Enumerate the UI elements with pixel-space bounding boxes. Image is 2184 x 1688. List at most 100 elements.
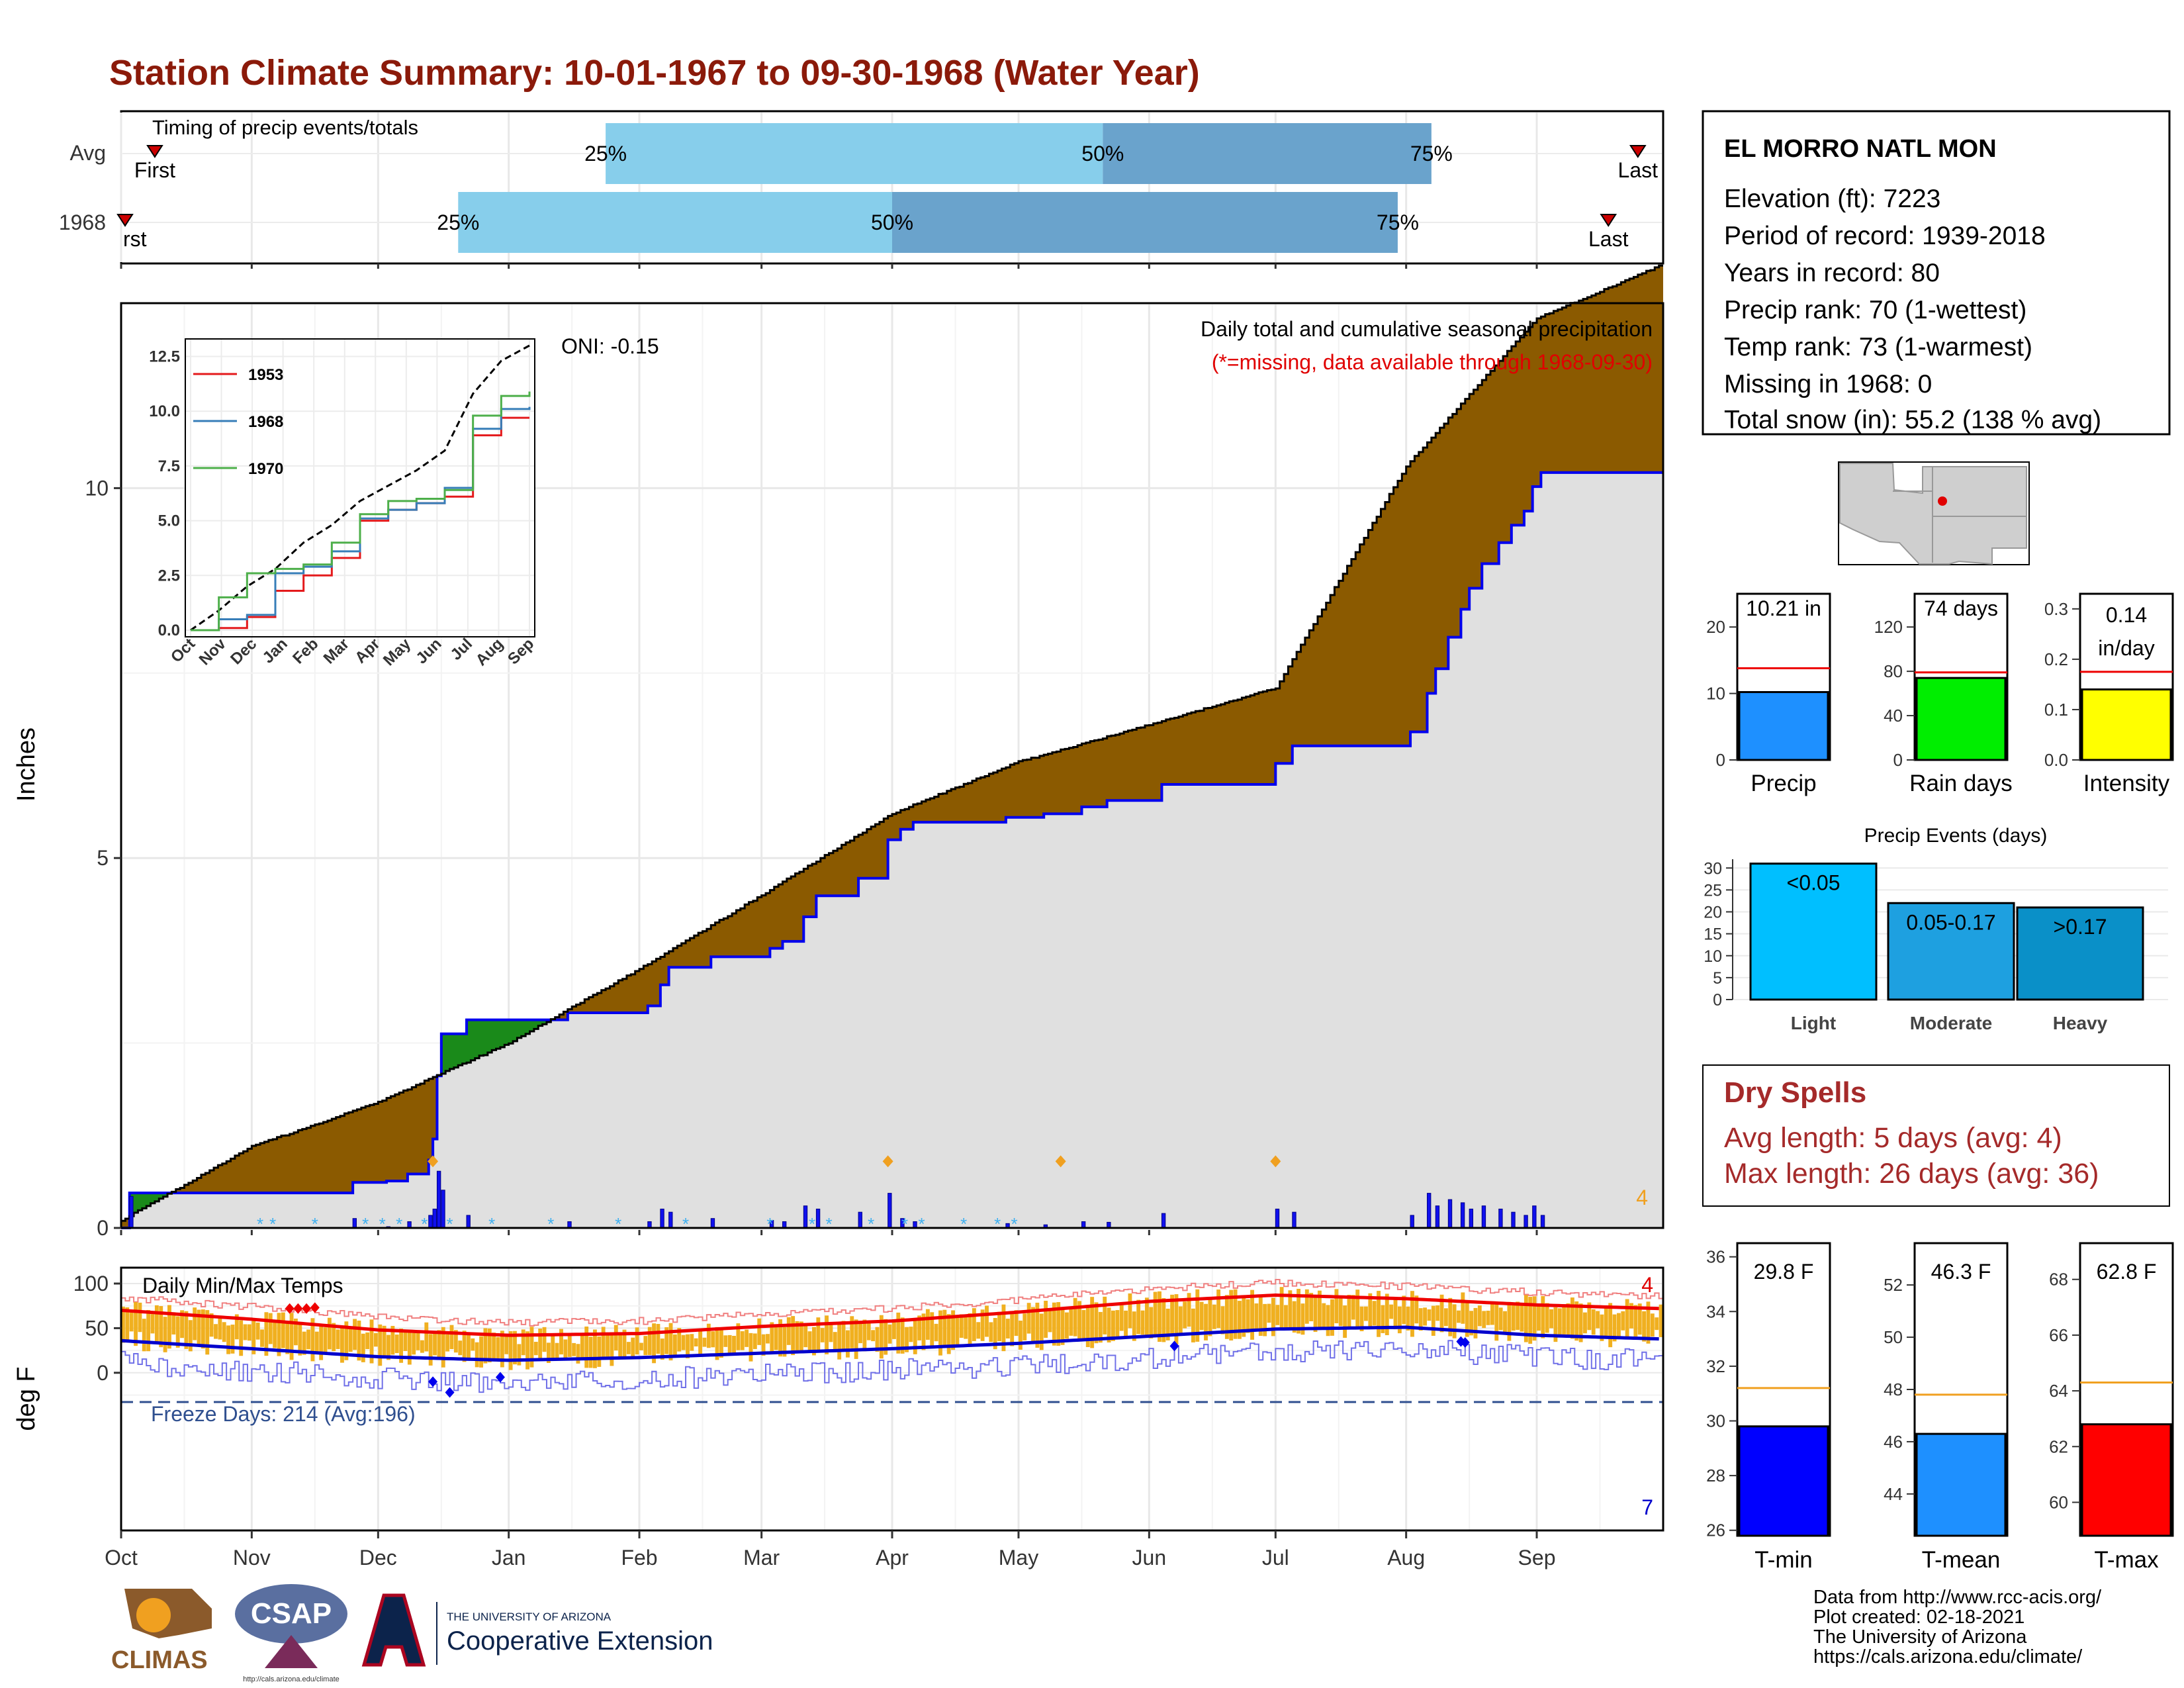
summary-bar-fill: [1915, 677, 2007, 761]
daily-temp-bar: [475, 1342, 479, 1368]
daily-precip-bar: [1275, 1208, 1280, 1229]
daily-temp-bar: [1170, 1294, 1175, 1335]
daily-temp-bar: [529, 1327, 534, 1368]
ua-logo: THE UNIVERSITY OF ARIZONA Cooperative Ex…: [361, 1593, 713, 1667]
daily-temp-bar: [504, 1335, 509, 1354]
daily-temp-bar: [1364, 1306, 1368, 1321]
daily-temp-bar: [896, 1312, 901, 1354]
climas-wordmark: CLIMAS: [111, 1646, 208, 1674]
daily-precip-bar: [1435, 1205, 1440, 1229]
daily-temp-bar: [909, 1327, 913, 1342]
precip-events-chart: Precip Events (days) 0 5 10 15 20 25 30 <0.05 Li…: [1704, 825, 2168, 1033]
daily-temp-bar: [795, 1321, 799, 1351]
daily-temp-bar: [1103, 1296, 1107, 1335]
daily-temp-bar: [1423, 1307, 1427, 1326]
daily-temp-bar: [1001, 1304, 1006, 1352]
daily-precip-bar: [1460, 1202, 1465, 1229]
daily-temp-bar: [209, 1313, 214, 1337]
precip-y-axis-label: Inches: [13, 727, 40, 802]
daily-temp-bar: [1246, 1299, 1250, 1333]
daily-temp-bar: [656, 1324, 660, 1354]
snow-marker: *: [312, 1214, 318, 1234]
snow-marker: *: [901, 1214, 908, 1234]
daily-temp-bar: [1439, 1294, 1444, 1333]
daily-temp-bar: [862, 1319, 867, 1352]
daily-temp-bar: [690, 1334, 694, 1351]
daily-precip-bar: [815, 1208, 821, 1229]
daily-temp-bar: [1351, 1295, 1355, 1320]
daily-temp-bar: [420, 1340, 424, 1353]
daily-precip-bar: [1540, 1215, 1545, 1229]
missing-note: (*=missing, data available through 1968-…: [1212, 350, 1653, 374]
ua-block-a: [361, 1593, 426, 1667]
daily-temp-bar: [319, 1325, 324, 1360]
events-bar-moderate: [1887, 902, 2015, 1001]
daily-temp-bar: [1161, 1297, 1166, 1342]
daily-temp-bar: [175, 1316, 180, 1348]
daily-temp-bar: [900, 1317, 905, 1354]
daily-temp-bar: [1574, 1301, 1579, 1341]
daily-temp-bar: [820, 1328, 825, 1342]
summary-bar-tick-label: 80: [1884, 661, 1903, 681]
daily-temp-bar: [778, 1319, 782, 1357]
daily-temp-bar: [1414, 1295, 1419, 1324]
daily-temp-bar: [1224, 1295, 1229, 1339]
daily-temp-bar: [993, 1317, 997, 1350]
events-tick-label: 30: [1704, 859, 1722, 878]
daily-temp-bar: [1385, 1293, 1389, 1335]
timing-quartile-bars: [458, 123, 1432, 253]
daily-temp-bar: [138, 1302, 142, 1333]
precip-corner-count: 4: [1636, 1186, 1648, 1209]
snow-marker: *: [766, 1214, 773, 1234]
daily-temp-bar: [247, 1324, 251, 1341]
daily-temp-bar: [327, 1317, 332, 1350]
daily-temp-bar: [323, 1327, 328, 1354]
daily-temp-bar: [1183, 1301, 1187, 1329]
precip-panel-border: [120, 302, 1664, 1229]
daily-temp-bar: [1309, 1293, 1314, 1321]
daily-temp-bar: [1056, 1302, 1061, 1346]
daily-temp-bar: [1136, 1299, 1141, 1335]
daily-temp-bar: [390, 1325, 395, 1355]
temp-y-tick-label: 50: [85, 1316, 109, 1340]
events-tick-label: 25: [1704, 881, 1722, 900]
daily-temp-bar: [1165, 1308, 1170, 1340]
daily-temp-bar: [1140, 1310, 1145, 1335]
daily-temp-bar: [197, 1309, 201, 1346]
snow-marker: *: [362, 1214, 369, 1234]
station-name: EL MORRO NATL MON: [1724, 135, 1997, 163]
snow-marker: *: [269, 1214, 276, 1234]
daily-temp-bar: [955, 1316, 960, 1346]
daily-temp-bar: [572, 1342, 576, 1356]
timing-row-label-avg: Avg: [69, 141, 106, 165]
daily-temp-bar: [732, 1335, 736, 1356]
daily-temp-bar: [134, 1302, 138, 1346]
daily-temp-bar: [1300, 1303, 1305, 1335]
daily-temp-bar: [610, 1332, 614, 1366]
events-tick-label: 5: [1713, 969, 1722, 988]
daily-temp-bar: [921, 1313, 926, 1350]
inset-y-tick-label: 7.5: [158, 457, 180, 475]
summary-bar-tick-label: 30: [1706, 1411, 1725, 1431]
daily-temp-bar: [1250, 1289, 1254, 1340]
daily-temp-bar: [365, 1332, 370, 1350]
summary-bar-label: T-min: [1754, 1547, 1813, 1573]
record-low-line: [121, 1340, 1663, 1393]
daily-temp-bar: [791, 1316, 796, 1356]
daily-temp-bar: [850, 1316, 854, 1348]
daily-temp-bar: [462, 1331, 467, 1362]
temp-y-tick-label: 0: [97, 1361, 109, 1385]
daily-temp-bar: [854, 1319, 858, 1359]
precip-panel: * * * * * * * * * * * * * * * * * * * * * Daily total and cu…: [13, 264, 1664, 1240]
daily-temp-bar: [719, 1329, 723, 1358]
daily-precip-bar: [428, 1215, 433, 1229]
summary-bar-tick-label: 20: [1706, 617, 1725, 637]
daily-temp-bar: [226, 1325, 231, 1354]
summary-bar-tick-label: 40: [1884, 706, 1903, 726]
record-high-marker: [285, 1303, 295, 1314]
snow-marker: *: [547, 1214, 554, 1234]
month-label-oct: Oct: [105, 1546, 138, 1570]
last-event-label: Last: [1588, 227, 1629, 251]
summary-bar-value-label: 0.14: [2106, 603, 2147, 627]
daily-temp-bar: [1195, 1289, 1200, 1342]
